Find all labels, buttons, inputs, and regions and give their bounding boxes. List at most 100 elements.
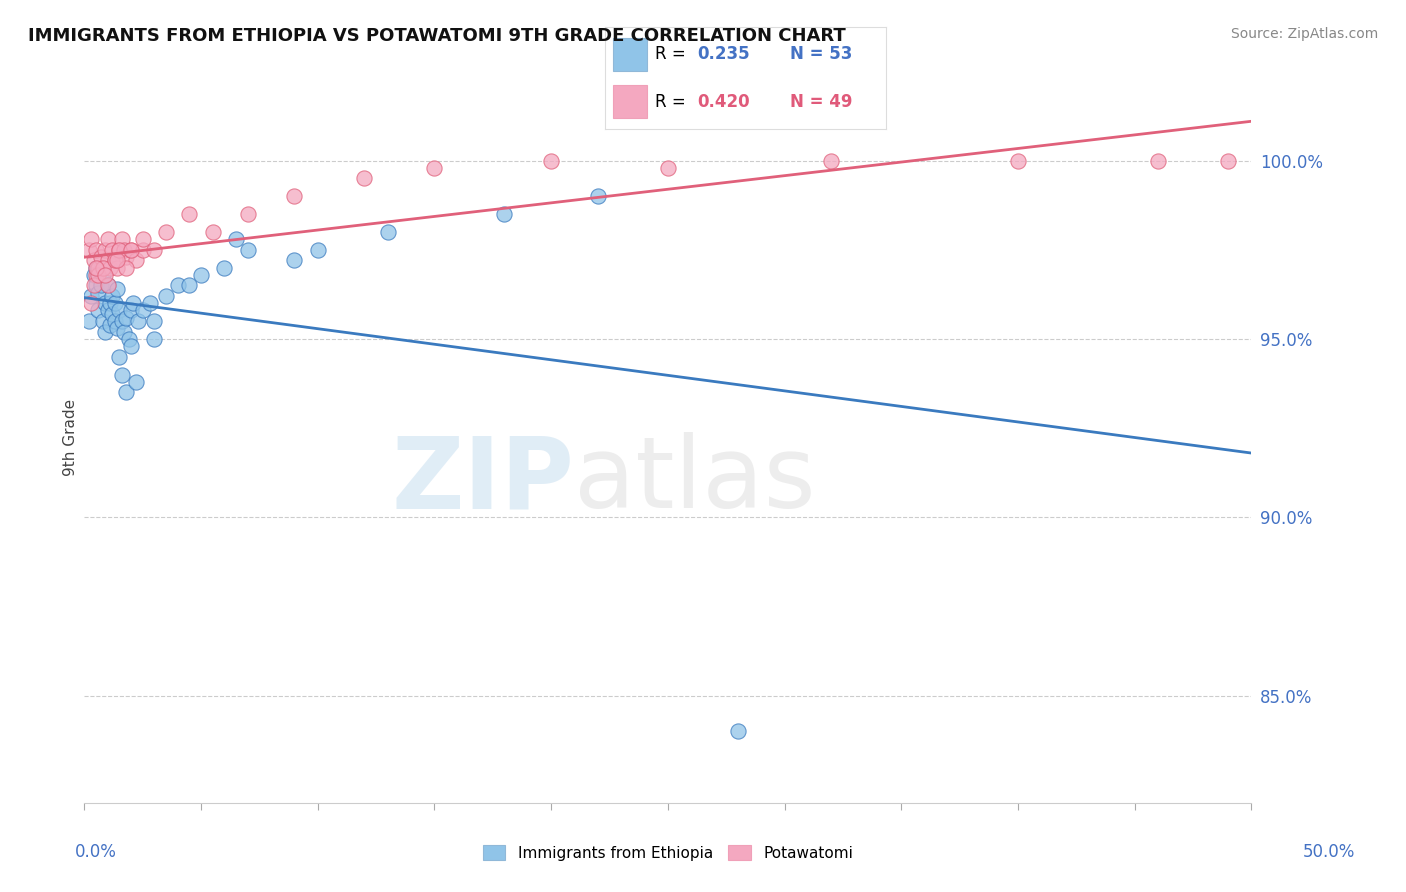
Point [87,260,110,275]
Point [127,314,149,328]
Point [179,278,201,293]
Point [118,332,141,346]
Text: N = 53: N = 53 [790,45,852,63]
Point [101,243,124,257]
Text: IMMIGRANTS FROM ETHIOPIA VS POTAWATOMI 9TH GRADE CORRELATION CHART: IMMIGRANTS FROM ETHIOPIA VS POTAWATOMI 9… [28,27,846,45]
Point [111,368,134,382]
Point [80,232,103,246]
Point [83,268,105,282]
Point [90,250,112,264]
Point [586,189,609,203]
Text: N = 49: N = 49 [790,93,852,111]
Point [83,253,105,268]
Point [105,321,128,335]
Point [84,243,107,257]
Point [132,303,155,318]
Point [125,375,148,389]
Point [83,278,105,293]
Point [98,296,121,310]
Point [97,278,120,293]
Text: 0.235: 0.235 [697,45,749,63]
Point [112,325,135,339]
Point [120,339,142,353]
Point [377,225,399,239]
Point [155,289,177,303]
Point [94,243,117,257]
Point [120,243,142,257]
Point [307,243,329,257]
Point [84,278,107,293]
Point [138,296,160,310]
Point [97,278,120,293]
Point [90,278,112,293]
Point [423,161,446,175]
Point [111,232,134,246]
Point [225,232,247,246]
Text: Source: ZipAtlas.com: Source: ZipAtlas.com [1230,27,1378,41]
FancyBboxPatch shape [613,86,647,118]
Point [97,232,120,246]
Point [87,268,110,282]
Point [77,314,100,328]
Point [84,260,107,275]
Text: atlas: atlas [575,433,815,530]
Point [104,314,127,328]
Point [84,260,107,275]
Point [105,253,128,268]
Text: R =: R = [655,45,692,63]
Point [120,243,142,257]
Point [115,260,138,275]
Point [166,278,188,293]
Text: ZIP: ZIP [392,433,575,530]
Text: R =: R = [655,93,692,111]
Point [115,310,138,325]
Point [101,289,124,303]
Point [104,253,127,268]
Point [143,314,166,328]
Point [283,189,305,203]
Point [132,232,155,246]
Text: 0.420: 0.420 [697,93,749,111]
Point [283,253,305,268]
Point [657,161,679,175]
Point [236,207,259,221]
Point [104,253,127,268]
Point [494,207,516,221]
Point [101,307,124,321]
Point [214,260,236,275]
Point [112,243,135,257]
Point [143,243,166,257]
Point [104,296,127,310]
Point [90,260,112,275]
Y-axis label: 9th Grade: 9th Grade [63,399,77,475]
Point [120,303,142,318]
Point [108,243,131,257]
Point [1007,153,1029,168]
Point [727,724,749,739]
Point [91,260,114,275]
Point [94,268,117,282]
Point [122,296,145,310]
Point [353,171,375,186]
Point [143,332,166,346]
Point [108,243,131,257]
Point [190,268,212,282]
Point [115,250,138,264]
Point [108,303,131,318]
Point [236,243,259,257]
Point [132,243,155,257]
Point [87,303,110,318]
Point [1216,153,1239,168]
Point [98,318,121,332]
Point [820,153,842,168]
Point [84,268,107,282]
Point [201,225,224,239]
Point [108,350,131,364]
Point [97,253,120,268]
Point [91,268,114,282]
Point [98,260,121,275]
Point [1147,153,1170,168]
Point [125,253,148,268]
Point [111,314,134,328]
Text: 50.0%: 50.0% [1302,843,1355,861]
